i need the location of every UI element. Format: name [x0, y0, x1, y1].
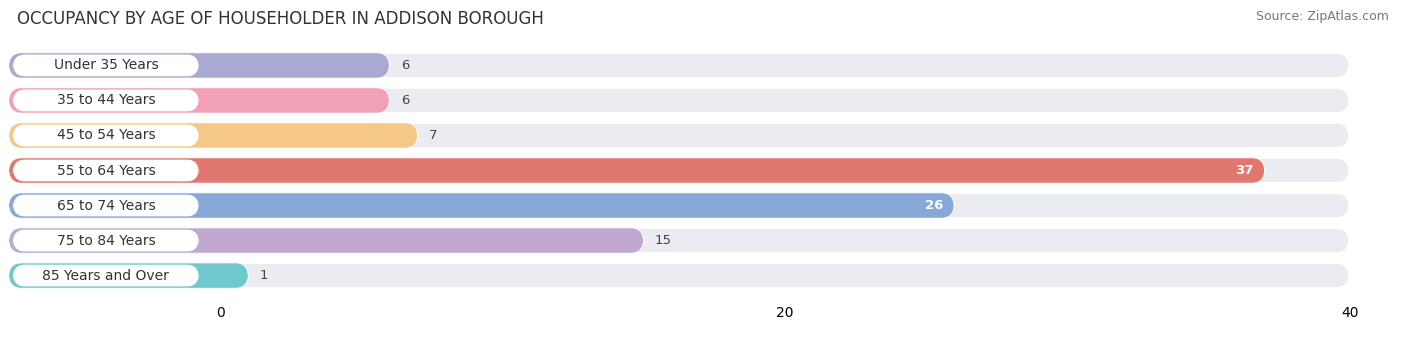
FancyBboxPatch shape — [8, 88, 1350, 113]
FancyBboxPatch shape — [13, 195, 200, 217]
FancyBboxPatch shape — [13, 90, 200, 111]
Text: Source: ZipAtlas.com: Source: ZipAtlas.com — [1256, 10, 1389, 23]
FancyBboxPatch shape — [13, 265, 200, 286]
FancyBboxPatch shape — [8, 88, 389, 113]
FancyBboxPatch shape — [13, 230, 200, 251]
FancyBboxPatch shape — [8, 228, 644, 253]
FancyBboxPatch shape — [8, 123, 1350, 148]
Text: 6: 6 — [401, 94, 409, 107]
FancyBboxPatch shape — [8, 123, 418, 148]
Text: 37: 37 — [1236, 164, 1254, 177]
Text: 85 Years and Over: 85 Years and Over — [42, 269, 169, 283]
Text: 75 to 84 Years: 75 to 84 Years — [56, 234, 155, 248]
Text: 15: 15 — [655, 234, 672, 247]
FancyBboxPatch shape — [8, 53, 1350, 78]
FancyBboxPatch shape — [8, 228, 1350, 253]
FancyBboxPatch shape — [8, 158, 1350, 183]
FancyBboxPatch shape — [8, 53, 389, 78]
FancyBboxPatch shape — [8, 193, 955, 218]
FancyBboxPatch shape — [8, 263, 249, 288]
Text: 45 to 54 Years: 45 to 54 Years — [56, 129, 155, 143]
Text: 65 to 74 Years: 65 to 74 Years — [56, 198, 155, 212]
FancyBboxPatch shape — [13, 160, 200, 181]
Text: 6: 6 — [401, 59, 409, 72]
Text: 55 to 64 Years: 55 to 64 Years — [56, 163, 155, 178]
FancyBboxPatch shape — [8, 193, 1350, 218]
Text: 35 to 44 Years: 35 to 44 Years — [56, 93, 155, 107]
FancyBboxPatch shape — [8, 263, 1350, 288]
Text: 26: 26 — [925, 199, 943, 212]
FancyBboxPatch shape — [8, 158, 1265, 183]
Text: OCCUPANCY BY AGE OF HOUSEHOLDER IN ADDISON BOROUGH: OCCUPANCY BY AGE OF HOUSEHOLDER IN ADDIS… — [17, 10, 544, 28]
FancyBboxPatch shape — [13, 55, 200, 76]
Text: 1: 1 — [260, 269, 269, 282]
FancyBboxPatch shape — [13, 124, 200, 146]
Text: Under 35 Years: Under 35 Years — [53, 58, 159, 72]
Text: 7: 7 — [429, 129, 437, 142]
